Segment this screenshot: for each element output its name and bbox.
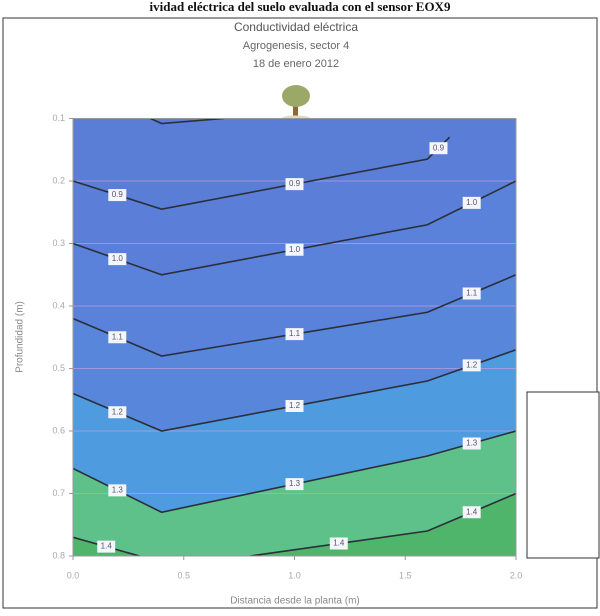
chart-subtitle: Agrogenesis, sector 4 bbox=[243, 40, 349, 52]
contour-label: 1.3 bbox=[466, 439, 478, 448]
contour-label: 1.0 bbox=[289, 245, 301, 254]
contour-label-box bbox=[462, 196, 481, 209]
contour-label: 1.4 bbox=[101, 542, 113, 551]
contour-label: 1.1 bbox=[112, 332, 124, 341]
contour-label-box bbox=[285, 243, 304, 256]
contour-label: 1.2 bbox=[289, 401, 301, 410]
contour-label-box bbox=[429, 142, 448, 155]
contour-label: 1.4 bbox=[466, 507, 478, 516]
contour-label-box bbox=[108, 253, 127, 266]
contour-label-box bbox=[462, 287, 481, 300]
y-tick-label: 0.2 bbox=[52, 175, 65, 185]
x-axis-label: Distancia desde la planta (m) bbox=[230, 596, 360, 607]
contour-label: 1.0 bbox=[466, 198, 478, 207]
x-tick-label: 1.0 bbox=[288, 570, 301, 580]
contour-label: 1.1 bbox=[466, 289, 478, 298]
y-tick-label: 0.5 bbox=[52, 363, 65, 373]
x-tick-label: 0.5 bbox=[177, 570, 190, 580]
contour-label-box bbox=[462, 359, 481, 372]
x-tick-label: 1.5 bbox=[399, 570, 412, 580]
y-tick-label: 0.7 bbox=[52, 488, 65, 498]
tree-icon bbox=[282, 85, 310, 121]
y-tick-label: 0.6 bbox=[52, 425, 65, 435]
contour-label-box bbox=[462, 506, 481, 519]
contour-label: 0.9 bbox=[289, 179, 301, 188]
contour-label-box bbox=[97, 540, 116, 553]
y-tick-label: 0.3 bbox=[52, 238, 65, 248]
contour-label-box bbox=[285, 178, 304, 191]
plot-area: 0.9 0.9 0.9 1.0 1.0 1.0 1.1 1.1 1.1 1.2 1.2 1.2 1.3 1… bbox=[73, 118, 516, 556]
contour-fill bbox=[73, 493, 516, 556]
contour-label: 1.3 bbox=[289, 479, 301, 488]
contour-label-box bbox=[108, 406, 127, 419]
contour-label-box bbox=[285, 478, 304, 491]
contour-fill bbox=[73, 537, 516, 556]
contour-label: 1.2 bbox=[112, 407, 124, 416]
contour-line bbox=[150, 118, 224, 125]
contour-label: 0.9 bbox=[433, 143, 445, 152]
contour-label-box bbox=[329, 537, 348, 550]
chart-title: Conductividad eléctrica bbox=[234, 20, 358, 34]
contour-label-box bbox=[108, 331, 127, 344]
contour-label: 1.4 bbox=[333, 539, 345, 548]
y-tick-label: 0.1 bbox=[52, 113, 65, 123]
x-tick-label: 0.0 bbox=[67, 570, 80, 580]
contour-label-box bbox=[285, 400, 304, 412]
contour-line bbox=[250, 492, 516, 556]
contour-label-box bbox=[108, 484, 127, 497]
contour-label: 0.9 bbox=[112, 190, 124, 199]
contour-label: 1.2 bbox=[466, 360, 478, 369]
page-header: ividad eléctrica del suelo evaluada con … bbox=[150, 0, 451, 14]
chart-date: 18 de enero 2012 bbox=[253, 58, 339, 70]
frame bbox=[2, 17, 598, 609]
contour-label-box bbox=[462, 437, 481, 450]
contour-label: 1.3 bbox=[112, 485, 124, 494]
contour-label: 1.0 bbox=[112, 254, 124, 263]
legend-box bbox=[526, 391, 600, 559]
contour-label: 1.1 bbox=[289, 329, 301, 338]
contour-label-box bbox=[285, 328, 304, 341]
y-axis-label: Profundidad (m) bbox=[15, 301, 26, 373]
x-tick-label: 2.0 bbox=[510, 570, 523, 580]
contour-label-box bbox=[108, 189, 127, 202]
y-tick-label: 0.8 bbox=[52, 550, 65, 560]
y-tick-label: 0.4 bbox=[52, 300, 65, 310]
